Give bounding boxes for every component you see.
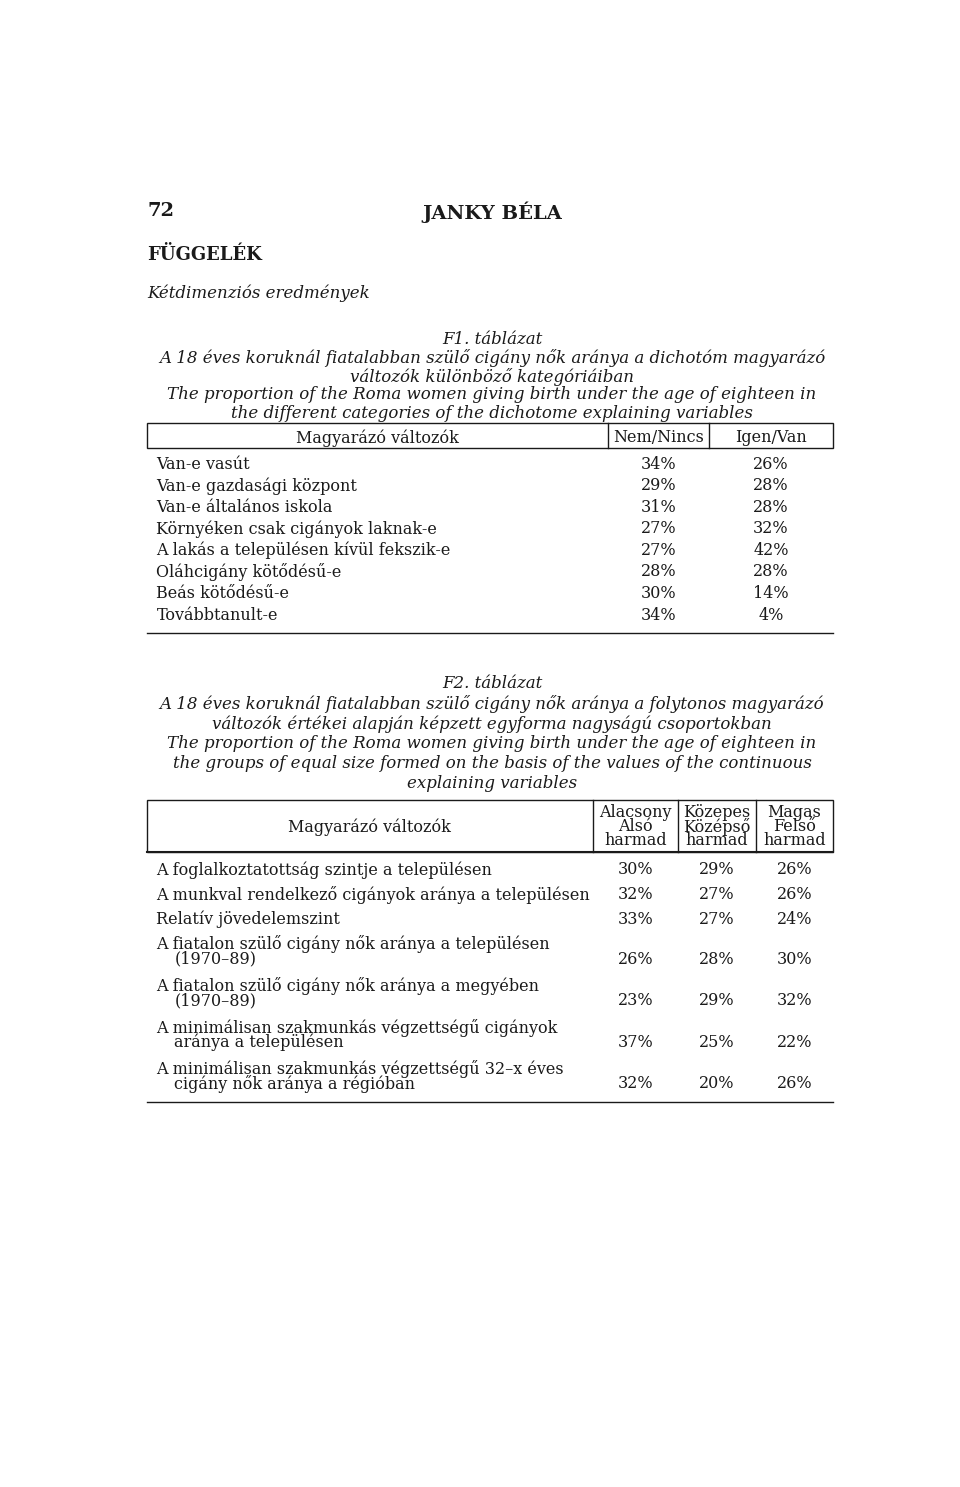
Text: JANKY BÉLA: JANKY BÉLA <box>422 202 562 223</box>
Text: 42%: 42% <box>754 541 789 559</box>
Text: 32%: 32% <box>754 520 789 537</box>
Text: 28%: 28% <box>754 498 789 516</box>
Text: Továbbtanult-e: Továbbtanult-e <box>156 607 278 623</box>
Text: Beás kötődésű-e: Beás kötődésű-e <box>156 584 289 602</box>
Text: F1. táblázat: F1. táblázat <box>442 332 542 348</box>
Text: 37%: 37% <box>617 1033 653 1051</box>
Text: 33%: 33% <box>617 910 653 928</box>
Text: 23%: 23% <box>617 992 653 1010</box>
Text: Oláhcigány kötődésű-e: Oláhcigány kötődésű-e <box>156 564 342 581</box>
Text: the different categories of the dichotome explaining variables: the different categories of the dichotom… <box>231 404 753 422</box>
Text: A fiatalon szülő cigány nők aránya a településen: A fiatalon szülő cigány nők aránya a tel… <box>156 935 550 953</box>
Text: 28%: 28% <box>641 564 677 580</box>
Text: 26%: 26% <box>617 950 653 968</box>
Text: Van-e vasút: Van-e vasút <box>156 455 250 473</box>
Text: Környéken csak cigányok laknak-e: Környéken csak cigányok laknak-e <box>156 520 438 538</box>
Text: Nem/Nincs: Nem/Nincs <box>613 430 704 446</box>
Text: harmad: harmad <box>604 833 666 849</box>
Text: Van-e gazdasági központ: Van-e gazdasági központ <box>156 477 357 495</box>
Text: Igen/Van: Igen/Van <box>735 430 806 446</box>
Text: Középső: Középső <box>684 818 751 836</box>
Text: 31%: 31% <box>640 498 677 516</box>
Text: 72: 72 <box>147 202 174 220</box>
Text: 30%: 30% <box>777 950 812 968</box>
Text: A 18 éves koruknál fiatalabban szülő cigány nők aránya a folytonos magyarázó: A 18 éves koruknál fiatalabban szülő cig… <box>159 694 825 714</box>
Bar <box>147 424 833 448</box>
Text: harmad: harmad <box>685 833 748 849</box>
Text: Magyarázó változók: Magyarázó változók <box>289 818 451 836</box>
Text: 32%: 32% <box>777 992 812 1010</box>
Text: 24%: 24% <box>777 910 812 928</box>
Text: 26%: 26% <box>777 861 812 879</box>
Text: 29%: 29% <box>699 992 734 1010</box>
Text: 26%: 26% <box>754 455 789 473</box>
Bar <box>147 800 833 852</box>
Text: változók értékei alapján képzett egyforma nagyságú csoportokban: változók értékei alapján képzett egyform… <box>212 715 772 733</box>
Text: 34%: 34% <box>641 455 677 473</box>
Text: aránya a településen: aránya a településen <box>175 1033 344 1051</box>
Text: 32%: 32% <box>617 1075 653 1093</box>
Text: A munkval rendelkező cigányok aránya a településen: A munkval rendelkező cigányok aránya a t… <box>156 886 590 904</box>
Text: harmad: harmad <box>763 833 826 849</box>
Text: 27%: 27% <box>641 520 677 537</box>
Text: 27%: 27% <box>699 886 734 903</box>
Text: A minimálisan szakmunkás végzettségű cigányok: A minimálisan szakmunkás végzettségű cig… <box>156 1019 558 1036</box>
Text: 27%: 27% <box>699 910 734 928</box>
Text: Alacsony: Alacsony <box>599 804 672 821</box>
Text: Magas: Magas <box>767 804 821 821</box>
Text: A 18 éves koruknál fiatalabban szülő cigány nők aránya a dichotóm magyarázó: A 18 éves koruknál fiatalabban szülő cig… <box>158 349 826 367</box>
Text: cigány nők aránya a régióban: cigány nők aránya a régióban <box>175 1075 416 1093</box>
Text: 20%: 20% <box>699 1075 734 1093</box>
Text: 30%: 30% <box>641 584 677 602</box>
Text: (1970–89): (1970–89) <box>175 950 256 968</box>
Text: 14%: 14% <box>754 584 789 602</box>
Text: (1970–89): (1970–89) <box>175 992 256 1010</box>
Text: The proportion of the Roma women giving birth under the age of eighteen in: The proportion of the Roma women giving … <box>167 387 817 403</box>
Text: 25%: 25% <box>699 1033 734 1051</box>
Text: 30%: 30% <box>617 861 653 879</box>
Text: A lakás a településen kívül fekszik-e: A lakás a településen kívül fekszik-e <box>156 541 451 559</box>
Text: 32%: 32% <box>617 886 653 903</box>
Text: A fiatalon szülő cigány nők aránya a megyében: A fiatalon szülő cigány nők aránya a meg… <box>156 977 540 995</box>
Text: változók különböző kategóriáiban: változók különböző kategóriáiban <box>350 367 634 385</box>
Text: Kétdimenziós eredmények: Kétdimenziós eredmények <box>147 284 370 302</box>
Text: A minimálisan szakmunkás végzettségű 32–x éves: A minimálisan szakmunkás végzettségű 32–… <box>156 1060 564 1078</box>
Text: 29%: 29% <box>699 861 734 879</box>
Text: 28%: 28% <box>754 564 789 580</box>
Text: 22%: 22% <box>777 1033 812 1051</box>
Text: 27%: 27% <box>641 541 677 559</box>
Text: Közepes: Közepes <box>684 804 751 821</box>
Text: 29%: 29% <box>641 477 677 494</box>
Text: FÜGGELÉK: FÜGGELÉK <box>147 247 262 265</box>
Text: A foglalkoztatottság szintje a településen: A foglalkoztatottság szintje a település… <box>156 861 492 879</box>
Text: explaining variables: explaining variables <box>407 775 577 793</box>
Text: 28%: 28% <box>754 477 789 494</box>
Text: 34%: 34% <box>641 607 677 623</box>
Text: 28%: 28% <box>699 950 734 968</box>
Text: 4%: 4% <box>758 607 783 623</box>
Text: 26%: 26% <box>777 886 812 903</box>
Text: Relatív jövedelemszint: Relatív jövedelemszint <box>156 910 340 928</box>
Text: Alsó: Alsó <box>618 818 653 836</box>
Text: Van-e általános iskola: Van-e általános iskola <box>156 498 333 516</box>
Text: F2. táblázat: F2. táblázat <box>442 675 542 691</box>
Text: The proportion of the Roma women giving birth under the age of eighteen in: The proportion of the Roma women giving … <box>167 735 817 752</box>
Text: the groups of equal size formed on the basis of the values of the continuous: the groups of equal size formed on the b… <box>173 755 811 772</box>
Text: Magyarázó változók: Magyarázó változók <box>297 430 459 448</box>
Text: Felső: Felső <box>773 818 816 836</box>
Text: 26%: 26% <box>777 1075 812 1093</box>
